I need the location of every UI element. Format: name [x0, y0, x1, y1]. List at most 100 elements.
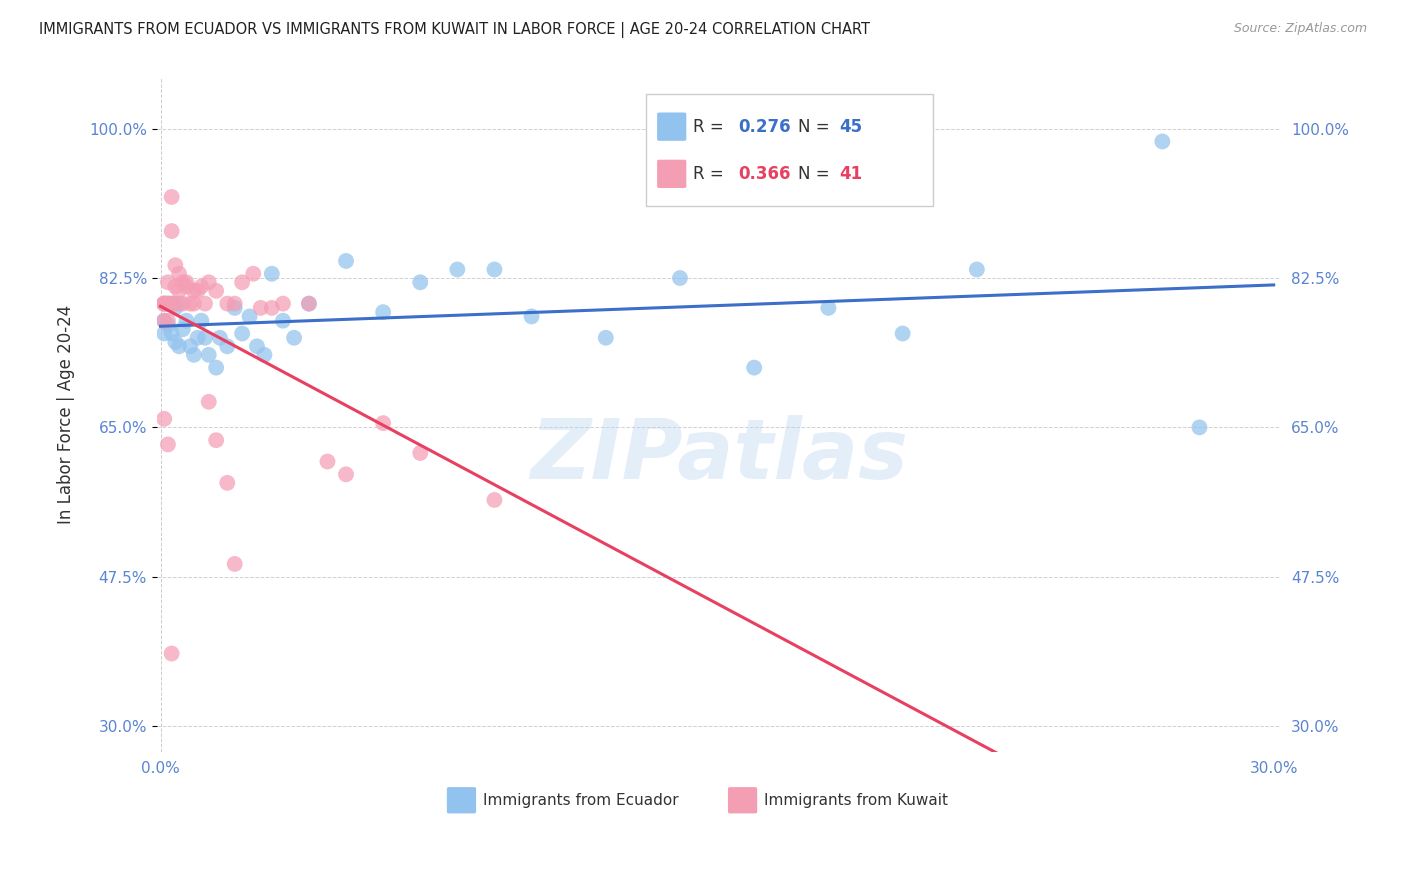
Point: [238, 310, 260, 324]
Point: [183, 284, 205, 298]
Point: [817, 301, 839, 315]
Point: [176, 279, 198, 293]
Point: [669, 271, 692, 285]
Point: [224, 557, 246, 571]
Point: [153, 314, 176, 328]
Point: [172, 296, 194, 310]
Point: [298, 296, 321, 310]
Text: 0.366: 0.366: [738, 165, 790, 183]
Point: [224, 296, 246, 310]
Text: R =: R =: [693, 165, 730, 183]
Point: [194, 331, 217, 345]
Point: [153, 296, 176, 310]
Point: [179, 339, 201, 353]
Point: [246, 339, 269, 353]
Point: [153, 296, 176, 310]
Point: [1188, 420, 1211, 434]
Point: [156, 437, 179, 451]
Point: [249, 301, 271, 315]
Point: [520, 310, 543, 324]
Point: [217, 339, 239, 353]
Point: [190, 279, 212, 293]
Point: [446, 262, 468, 277]
Point: [176, 314, 198, 328]
Point: [183, 296, 205, 310]
Point: [197, 348, 219, 362]
Point: [1152, 135, 1174, 149]
Point: [283, 331, 305, 345]
Point: [298, 296, 321, 310]
Text: Immigrants from Kuwait: Immigrants from Kuwait: [763, 793, 948, 808]
Point: [335, 254, 357, 268]
FancyBboxPatch shape: [657, 160, 686, 188]
Point: [156, 296, 179, 310]
Point: [271, 314, 294, 328]
Point: [373, 305, 395, 319]
Text: 0.276: 0.276: [738, 118, 790, 136]
Point: [891, 326, 914, 341]
Point: [165, 301, 187, 315]
Point: [208, 331, 231, 345]
Text: N =: N =: [797, 165, 835, 183]
Point: [160, 296, 183, 310]
Point: [160, 296, 183, 310]
Point: [484, 262, 506, 277]
Point: [205, 360, 228, 375]
Point: [231, 326, 253, 341]
Point: [160, 190, 183, 204]
Y-axis label: In Labor Force | Age 20-24: In Labor Force | Age 20-24: [58, 305, 75, 524]
Point: [165, 258, 187, 272]
Point: [165, 279, 187, 293]
Point: [197, 275, 219, 289]
Point: [179, 296, 201, 310]
FancyBboxPatch shape: [657, 112, 686, 141]
Point: [373, 416, 395, 430]
Point: [183, 348, 205, 362]
Point: [260, 301, 283, 315]
Text: Immigrants from Ecuador: Immigrants from Ecuador: [482, 793, 679, 808]
FancyBboxPatch shape: [728, 787, 758, 814]
Point: [160, 326, 183, 341]
Point: [595, 331, 617, 345]
Point: [167, 339, 190, 353]
Point: [253, 348, 276, 362]
Point: [190, 314, 212, 328]
Point: [172, 275, 194, 289]
Point: [187, 284, 209, 298]
Point: [742, 360, 765, 375]
Text: R =: R =: [693, 118, 730, 136]
Point: [205, 284, 228, 298]
Point: [335, 467, 357, 482]
Point: [260, 267, 283, 281]
Point: [217, 296, 239, 310]
Text: Source: ZipAtlas.com: Source: ZipAtlas.com: [1233, 22, 1367, 36]
Point: [156, 296, 179, 310]
Point: [176, 275, 198, 289]
Point: [153, 296, 176, 310]
Point: [165, 334, 187, 349]
Point: [197, 394, 219, 409]
Point: [167, 296, 190, 310]
Point: [217, 475, 239, 490]
Point: [153, 326, 176, 341]
Point: [205, 433, 228, 447]
Point: [156, 318, 179, 332]
Point: [167, 284, 190, 298]
Point: [231, 275, 253, 289]
Point: [153, 314, 176, 328]
Point: [167, 267, 190, 281]
Point: [165, 296, 187, 310]
Point: [409, 446, 432, 460]
Point: [242, 267, 264, 281]
Point: [160, 224, 183, 238]
Point: [194, 296, 217, 310]
Point: [409, 275, 432, 289]
Point: [224, 301, 246, 315]
Text: 45: 45: [839, 118, 862, 136]
Point: [156, 314, 179, 328]
FancyBboxPatch shape: [645, 95, 932, 205]
Point: [966, 262, 988, 277]
Text: ZIPatlas: ZIPatlas: [530, 415, 908, 496]
Point: [156, 275, 179, 289]
Point: [271, 296, 294, 310]
